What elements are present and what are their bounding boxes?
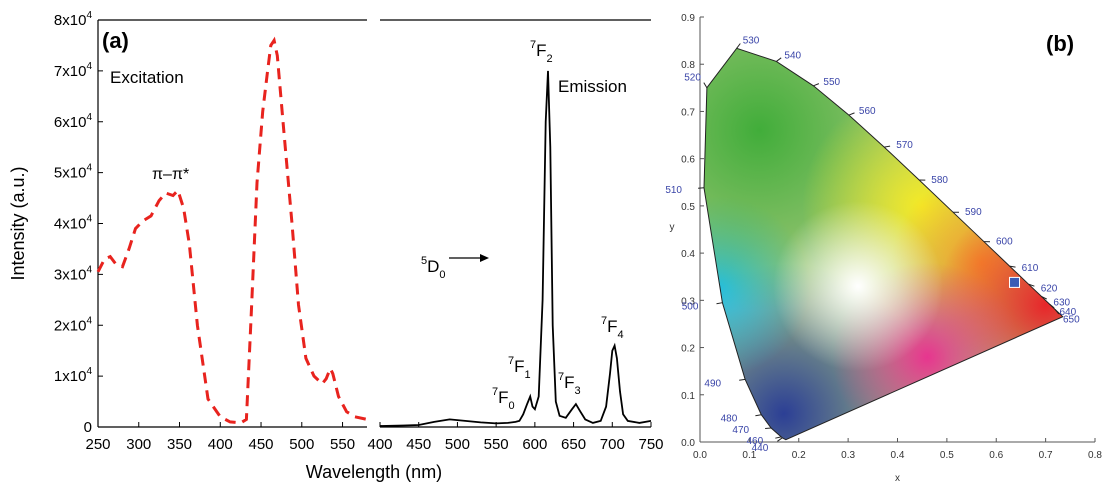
cie-y-tick-label: 0.6 [681, 155, 695, 166]
wavelength-label: 470 [732, 425, 749, 436]
y-tick-label: 5x104 [54, 163, 93, 182]
wavelength-label: 650 [1063, 314, 1080, 325]
cie-y-tick-label: 0.2 [681, 344, 695, 355]
locus-tick [717, 303, 723, 304]
locus-tick [739, 379, 745, 380]
x-tick-label: 250 [85, 436, 110, 453]
wavelength-label: 610 [1022, 263, 1039, 274]
wavelength-label: 560 [859, 106, 876, 117]
x-tick-label: 350 [167, 436, 192, 453]
cie-y-tick-label: 0.0 [681, 438, 695, 449]
wavelength-label: 500 [682, 302, 699, 313]
transition-7f2-label: 7F2 [530, 39, 553, 65]
excitation-label: Excitation [110, 68, 184, 87]
cie-x-tick-label: 0.7 [1039, 450, 1053, 461]
wavelength-label: 540 [784, 50, 801, 61]
locus-tick [777, 438, 782, 442]
cie-x-axis-title: x [895, 473, 900, 484]
locus-tick [765, 428, 771, 429]
y-tick-label: 8x104 [54, 10, 93, 29]
transition-7f3-label: 7F3 [558, 371, 581, 397]
cie-color-layer [700, 17, 1095, 442]
cie-x-tick-label: 0.3 [841, 450, 855, 461]
cie-x-tick-label: 0.6 [989, 450, 1003, 461]
x-tick-label: 500 [445, 436, 470, 453]
cie-y-axis-title: y [670, 222, 675, 233]
panel-label-a: (a) [102, 28, 129, 53]
locus-tick [884, 146, 890, 147]
x-tick-label: 450 [406, 436, 431, 453]
x-tick-label: 650 [561, 436, 586, 453]
cie-x-tick-label: 0.4 [891, 450, 905, 461]
y-tick-label: 7x104 [54, 61, 93, 80]
y-tick-label: 3x104 [54, 264, 93, 283]
wavelength-label: 600 [996, 237, 1013, 248]
x-tick-label: 400 [208, 436, 233, 453]
wavelength-label: 460 [747, 436, 764, 447]
y-tick-label: 0 [84, 419, 92, 436]
excitation-series-line [98, 40, 367, 423]
cie-y-tick-label: 0.1 [681, 391, 695, 402]
pi-pi-star-label: π–π* [152, 166, 189, 183]
transition-7f4-label: 7F4 [601, 315, 624, 341]
wavelength-label: 620 [1041, 283, 1058, 294]
cie-y-tick-label: 0.5 [681, 202, 695, 213]
cie-x-tick-label: 0.2 [792, 450, 806, 461]
locus-tick [775, 437, 781, 438]
wavelength-label: 550 [823, 77, 840, 88]
wavelength-label: 570 [896, 140, 913, 151]
cie-y-tick-label: 0.8 [681, 60, 695, 71]
emission-label: Emission [558, 77, 627, 96]
wavelength-label: 480 [721, 414, 738, 425]
x-tick-label: 300 [126, 436, 151, 453]
x-tick-label: 400 [367, 436, 392, 453]
y-tick-label: 2x104 [54, 315, 93, 334]
transition-7f0-label: 7F0 [492, 386, 515, 412]
cie-x-tick-label: 0.5 [940, 450, 954, 461]
x-tick-label: 700 [600, 436, 625, 453]
chromaticity-point [1010, 277, 1020, 287]
locus-tick [704, 83, 707, 88]
locus-tick [737, 44, 741, 49]
cie-y-tick-label: 0.4 [681, 249, 695, 260]
transition-5d0-label: 5D0 [421, 255, 446, 281]
locus-tick [813, 84, 819, 86]
wavelength-label: 520 [684, 73, 701, 84]
locus-tick [849, 113, 855, 115]
y-tick-label: 4x104 [54, 214, 93, 233]
transition-arrowhead [480, 254, 489, 262]
locus-tick [755, 415, 761, 416]
x-tick-label: 750 [638, 436, 663, 453]
cie-x-tick-label: 0.0 [693, 450, 707, 461]
wavelength-label: 530 [743, 35, 760, 46]
cie-x-tick-label: 0.8 [1088, 450, 1102, 461]
wavelength-label: 490 [704, 378, 721, 389]
x-tick-label: 450 [249, 436, 274, 453]
x-tick-label: 500 [289, 436, 314, 453]
cie-y-tick-label: 0.9 [681, 13, 695, 24]
x-tick-label: 550 [330, 436, 355, 453]
x-tick-label: 550 [484, 436, 509, 453]
x-axis-title: Wavelength (nm) [306, 462, 442, 482]
cie-y-tick-label: 0.7 [681, 107, 695, 118]
y-tick-label: 1x104 [54, 366, 93, 385]
locus-tick [776, 58, 781, 62]
transition-7f1-label: 7F1 [508, 355, 531, 381]
wavelength-label: 580 [931, 175, 948, 186]
cie-fill-group [700, 17, 1095, 442]
panel-label-b: (b) [1046, 31, 1074, 56]
x-tick-label: 600 [522, 436, 547, 453]
wavelength-label: 510 [665, 185, 682, 196]
y-axis-title: Intensity (a.u.) [8, 166, 28, 280]
y-tick-label: 6x104 [54, 112, 93, 131]
locus-tick [698, 188, 704, 189]
wavelength-label: 590 [965, 207, 982, 218]
